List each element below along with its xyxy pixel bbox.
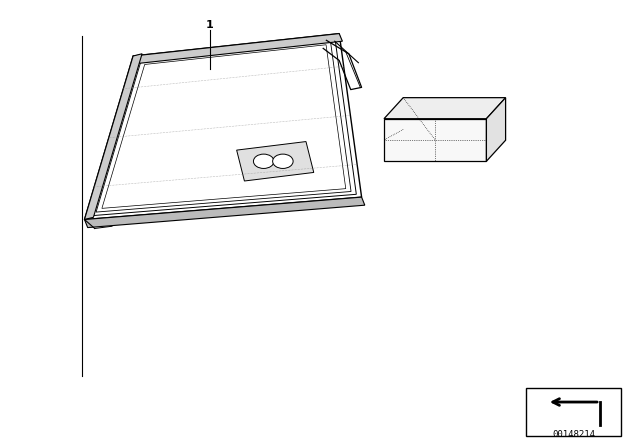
Polygon shape	[84, 54, 142, 220]
Text: 1: 1	[206, 20, 214, 30]
Polygon shape	[133, 34, 342, 64]
Bar	[526, 388, 621, 436]
Text: 00148214: 00148214	[552, 430, 595, 439]
Polygon shape	[486, 98, 506, 161]
Polygon shape	[384, 119, 486, 161]
Circle shape	[253, 154, 274, 168]
Polygon shape	[237, 142, 314, 181]
Polygon shape	[84, 197, 365, 228]
Circle shape	[273, 154, 293, 168]
Polygon shape	[384, 98, 506, 119]
